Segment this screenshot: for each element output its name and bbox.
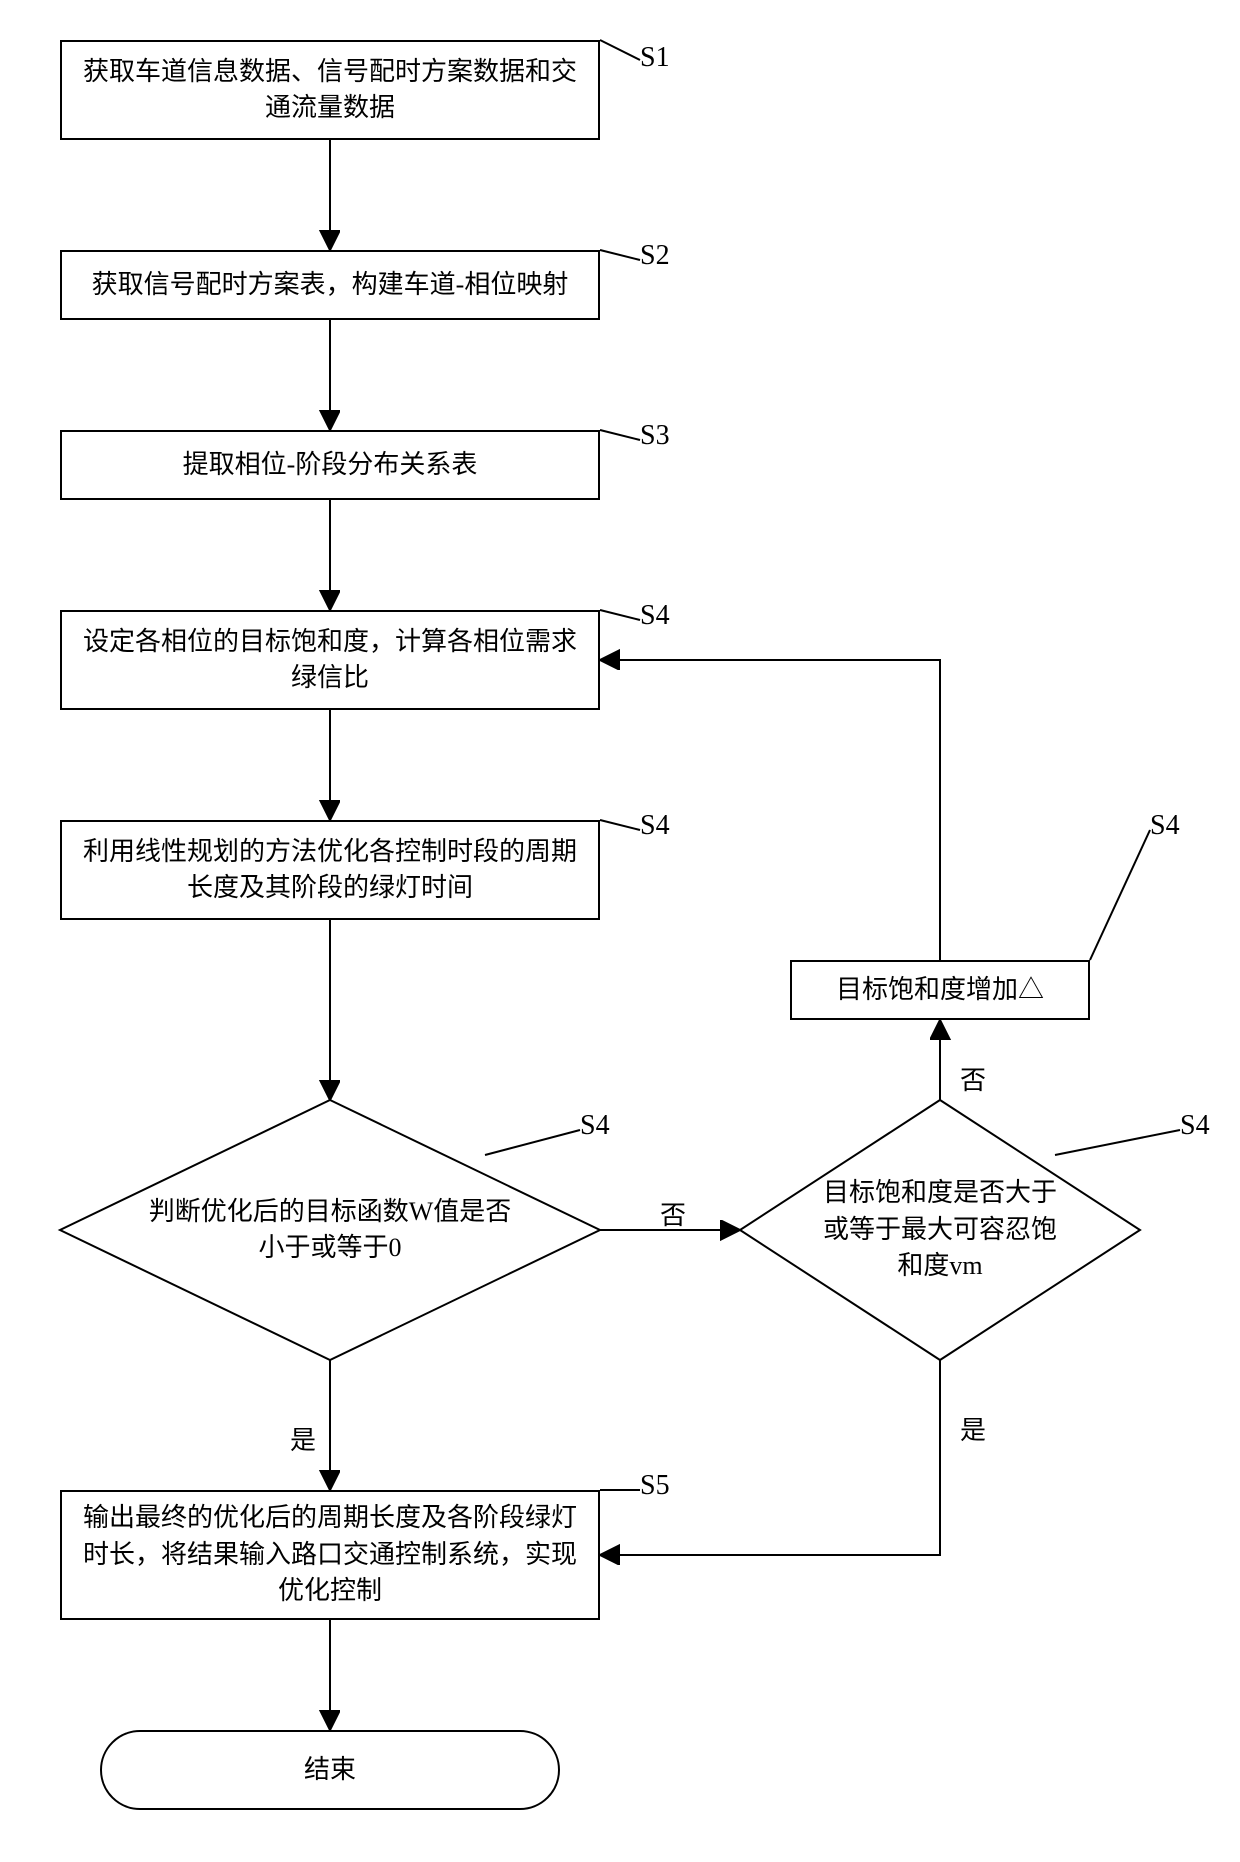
branch-d2-yes: 是 bbox=[960, 1410, 986, 1447]
node-n3-text: 提取相位-阶段分布关系表 bbox=[183, 447, 478, 483]
branch-d1-yes: 是 bbox=[290, 1420, 316, 1457]
branch-d1-no: 否 bbox=[660, 1195, 686, 1232]
node-n8: 结束 bbox=[100, 1730, 560, 1810]
node-n1: 获取车道信息数据、信号配时方案数据和交通流量数据 bbox=[60, 40, 600, 140]
node-n4-text: 设定各相位的目标饱和度，计算各相位需求绿信比 bbox=[82, 624, 578, 697]
branch-d2-no: 否 bbox=[960, 1060, 986, 1097]
flowchart-container: 获取车道信息数据、信号配时方案数据和交通流量数据 S1 获取信号配时方案表，构建… bbox=[0, 0, 1240, 1862]
node-n5-text: 利用线性规划的方法优化各控制时段的周期长度及其阶段的绿灯时间 bbox=[82, 834, 578, 907]
node-d2-text-wrap: 目标饱和度是否大于或等于最大可容忍饱和度vm bbox=[820, 1160, 1060, 1300]
node-n6: 目标饱和度增加△ bbox=[790, 960, 1090, 1020]
node-n7: 输出最终的优化后的周期长度及各阶段绿灯时长，将结果输入路口交通控制系统，实现优化… bbox=[60, 1490, 600, 1620]
node-n2: 获取信号配时方案表，构建车道-相位映射 bbox=[60, 250, 600, 320]
node-n6-text: 目标饱和度增加△ bbox=[836, 972, 1044, 1008]
label-s4-c: S4 bbox=[1150, 810, 1180, 842]
node-d1-text-wrap: 判断优化后的目标函数W值是否小于或等于0 bbox=[140, 1170, 520, 1290]
node-d1-text: 判断优化后的目标函数W值是否小于或等于0 bbox=[140, 1194, 520, 1267]
label-s2: S2 bbox=[640, 240, 670, 272]
node-n3: 提取相位-阶段分布关系表 bbox=[60, 430, 600, 500]
label-s4-b: S4 bbox=[640, 810, 670, 842]
node-n7-text: 输出最终的优化后的周期长度及各阶段绿灯时长，将结果输入路口交通控制系统，实现优化… bbox=[82, 1500, 578, 1609]
label-s4-a: S4 bbox=[640, 600, 670, 632]
label-s4-d1: S4 bbox=[580, 1110, 610, 1142]
node-n4: 设定各相位的目标饱和度，计算各相位需求绿信比 bbox=[60, 610, 600, 710]
label-s5: S5 bbox=[640, 1470, 670, 1502]
node-n1-text: 获取车道信息数据、信号配时方案数据和交通流量数据 bbox=[82, 54, 578, 127]
node-n5: 利用线性规划的方法优化各控制时段的周期长度及其阶段的绿灯时间 bbox=[60, 820, 600, 920]
node-n8-text: 结束 bbox=[304, 1752, 356, 1788]
label-s1: S1 bbox=[640, 42, 670, 74]
node-d2-text: 目标饱和度是否大于或等于最大可容忍饱和度vm bbox=[820, 1175, 1060, 1284]
label-s4-d2: S4 bbox=[1180, 1110, 1210, 1142]
label-s3: S3 bbox=[640, 420, 670, 452]
node-n2-text: 获取信号配时方案表，构建车道-相位映射 bbox=[92, 267, 569, 303]
